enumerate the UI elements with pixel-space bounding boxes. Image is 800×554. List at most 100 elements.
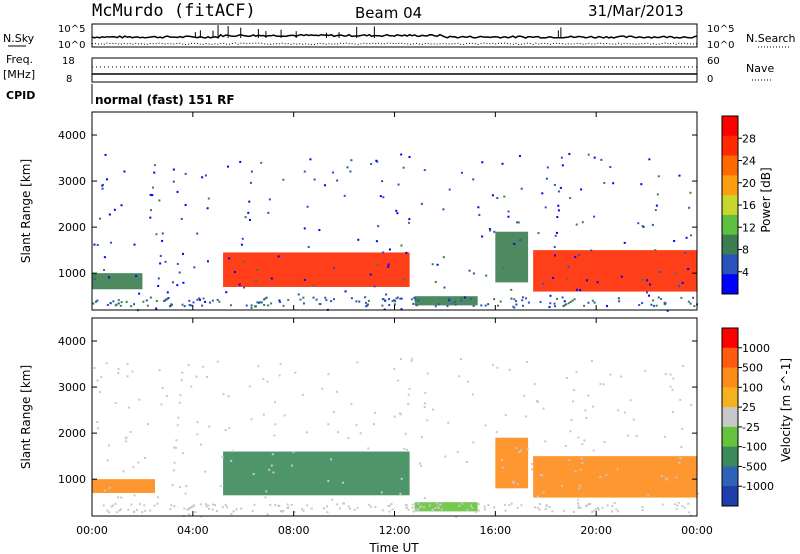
speckle xyxy=(163,299,166,302)
speckle xyxy=(451,302,454,305)
speckle xyxy=(228,257,231,260)
power-colorbar: 28 24 20 16 12 8 4 xyxy=(721,115,756,295)
speckle xyxy=(118,509,121,512)
speckle xyxy=(184,203,187,206)
speckle xyxy=(468,269,471,272)
speckle xyxy=(658,270,661,273)
speckle xyxy=(579,506,582,509)
speckle xyxy=(303,170,306,173)
speckle xyxy=(512,482,515,485)
speckle xyxy=(412,510,415,513)
speckle xyxy=(322,507,325,510)
speckle xyxy=(243,260,246,263)
speckle xyxy=(536,506,539,509)
speckle xyxy=(277,504,280,507)
colorbar-tick-label: 24 xyxy=(742,155,756,168)
speckle xyxy=(262,377,265,380)
speckle xyxy=(258,301,261,304)
speckle xyxy=(596,281,599,284)
speckle xyxy=(306,205,309,208)
speckle xyxy=(679,457,682,460)
speckle xyxy=(577,502,580,505)
speckle xyxy=(569,300,572,303)
speckle xyxy=(399,357,402,360)
speckle xyxy=(119,508,122,511)
speckle xyxy=(651,223,654,226)
speckle xyxy=(232,510,235,513)
speckle xyxy=(116,496,119,499)
speckle xyxy=(573,298,576,301)
speckle xyxy=(207,197,210,200)
speckle xyxy=(239,160,242,163)
speckle xyxy=(641,505,644,508)
speckle xyxy=(665,477,668,480)
speckle xyxy=(637,222,640,225)
speckle xyxy=(503,503,506,506)
x-tick-label: 04:00 xyxy=(177,524,209,537)
power-colorbar-label: Power [dB] xyxy=(759,167,773,232)
speckle xyxy=(185,485,188,488)
speckle xyxy=(522,304,525,307)
speckle xyxy=(440,508,443,511)
speckle xyxy=(377,225,380,228)
speckle xyxy=(484,304,487,307)
speckle xyxy=(224,504,227,507)
speckle xyxy=(646,279,649,282)
speckle xyxy=(307,246,310,249)
speckle xyxy=(184,492,187,495)
speckle xyxy=(216,360,219,363)
speckle xyxy=(606,305,609,308)
speckle xyxy=(687,502,690,505)
speckle xyxy=(553,254,556,257)
speckle xyxy=(657,175,660,178)
speckle xyxy=(346,166,349,169)
cpid-mode: normal (fast) 151 RF xyxy=(95,93,235,107)
speckle xyxy=(196,298,199,301)
speckle xyxy=(588,502,591,505)
speckle xyxy=(262,413,265,416)
speckle xyxy=(122,470,125,473)
speckle xyxy=(538,508,541,511)
speckle xyxy=(565,376,568,379)
speckle xyxy=(541,192,544,195)
colorbar-swatch xyxy=(722,155,738,176)
power-marks xyxy=(92,152,699,312)
speckle xyxy=(673,239,676,242)
speckle xyxy=(586,504,589,507)
speckle xyxy=(477,509,480,512)
speckle xyxy=(542,282,545,285)
speckle xyxy=(396,296,399,299)
speckle xyxy=(548,506,551,509)
speckle xyxy=(569,197,572,200)
speckle xyxy=(183,507,186,510)
freq-tick-top: 18 xyxy=(62,56,75,67)
speckle xyxy=(551,510,554,513)
speckle xyxy=(375,240,378,243)
speckle xyxy=(157,496,160,499)
speckle xyxy=(647,494,650,497)
speckle xyxy=(103,268,106,271)
speckle xyxy=(458,504,461,507)
speckle xyxy=(466,508,469,511)
speckle xyxy=(208,301,211,304)
speckle xyxy=(161,239,164,242)
velocity-y-label: Slant Range [km] xyxy=(19,365,33,469)
speckle xyxy=(253,305,256,308)
speckle xyxy=(666,309,669,312)
speckle xyxy=(575,223,578,226)
speckle xyxy=(348,507,351,510)
speckle xyxy=(641,224,644,227)
speckle xyxy=(431,263,434,266)
speckle xyxy=(548,306,551,309)
speckle xyxy=(447,298,450,301)
speckle xyxy=(681,281,684,284)
speckle xyxy=(681,427,684,430)
speckle xyxy=(555,231,558,234)
speckle xyxy=(125,436,128,439)
speckle xyxy=(680,446,683,449)
speckle xyxy=(228,427,231,430)
y-tick-label: 2000 xyxy=(58,427,86,440)
speckle xyxy=(370,505,373,508)
speckle xyxy=(411,503,414,506)
speckle xyxy=(641,509,644,512)
